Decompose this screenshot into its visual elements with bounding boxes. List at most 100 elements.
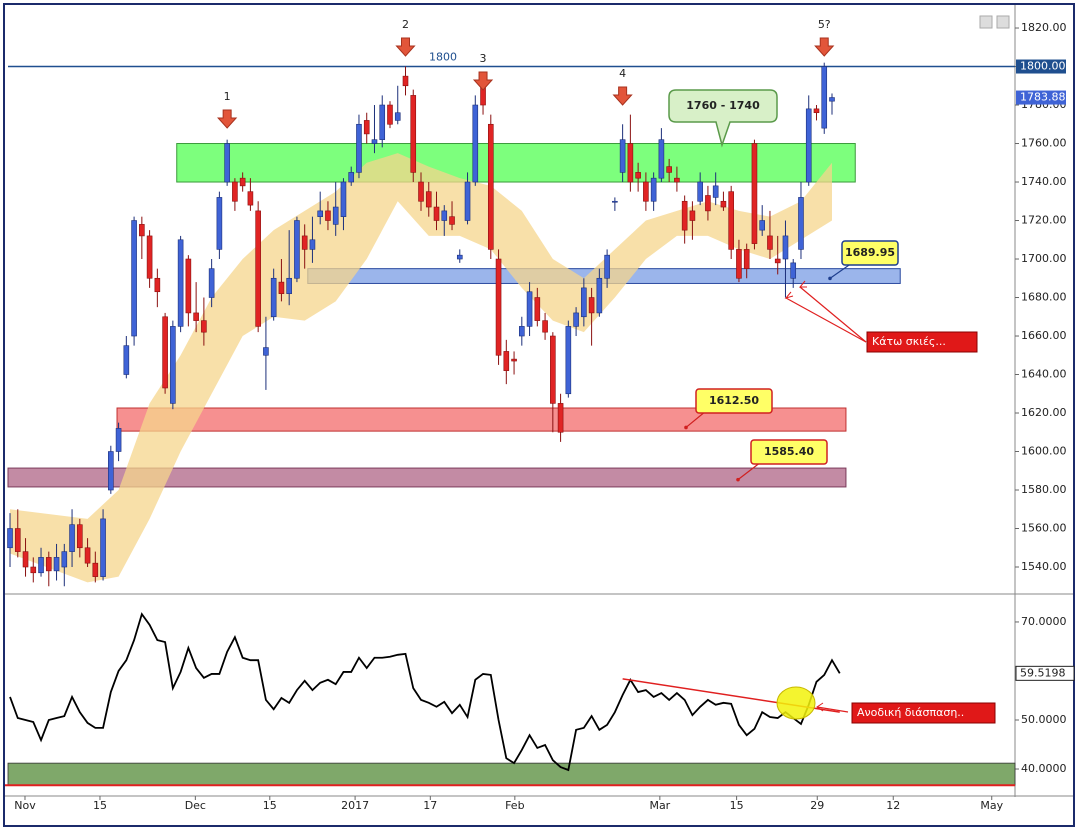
- candle-body: [7, 528, 13, 549]
- candle-body: [542, 320, 548, 333]
- candle-body: [790, 262, 797, 279]
- toolbar-icon[interactable]: [979, 15, 993, 29]
- candle-body: [829, 97, 835, 102]
- y-tick-label: 70.0000: [1021, 615, 1067, 628]
- wave-label: 2: [402, 18, 409, 31]
- candle-body: [108, 451, 114, 491]
- wave-label: 3: [480, 52, 487, 65]
- candle-body: [77, 524, 83, 549]
- x-tick-label: 15: [263, 799, 277, 812]
- level-badge-label: 1800.00: [1020, 60, 1066, 73]
- arrow-head: [816, 702, 824, 712]
- candle-body: [53, 557, 60, 572]
- candle-body: [728, 191, 734, 250]
- candle-body: [767, 235, 773, 250]
- candle-body: [208, 268, 215, 298]
- candle-body: [340, 181, 347, 217]
- toolbar-icon[interactable]: [996, 15, 1010, 29]
- arrow: [816, 706, 849, 713]
- candle-body: [596, 277, 603, 314]
- candle-body: [511, 358, 517, 362]
- candle-body: [170, 326, 176, 404]
- candle-body: [588, 297, 595, 314]
- candle-body: [519, 326, 525, 337]
- candle-body: [456, 254, 463, 260]
- level-badge: [1016, 59, 1066, 74]
- candle-body: [263, 347, 269, 356]
- candle-body: [751, 143, 758, 244]
- callout-value: 1612.50: [709, 394, 759, 407]
- callout-leader: [737, 461, 762, 481]
- callout-dot: [684, 425, 688, 430]
- y-tick-label: 1560.00: [1021, 522, 1067, 535]
- candle-body: [604, 254, 610, 279]
- candle-body: [433, 206, 440, 221]
- last-price-label: 1783.88: [1020, 91, 1066, 104]
- candle-body: [162, 316, 168, 389]
- zone: [116, 407, 847, 432]
- candle-body: [813, 108, 820, 114]
- candle-body: [224, 143, 230, 183]
- last-value-badge: [1015, 665, 1075, 681]
- candle-body: [185, 258, 192, 314]
- candle-body: [69, 524, 75, 552]
- x-tick-label: Nov: [14, 799, 36, 812]
- candle-body: [22, 551, 29, 568]
- x-tick-label: Mar: [649, 799, 670, 812]
- candle-body: [410, 95, 417, 173]
- candle-body: [658, 139, 665, 179]
- candle-body: [805, 108, 812, 183]
- y-tick-label: 1620.00: [1021, 406, 1067, 419]
- zone: [176, 143, 856, 183]
- callout-value: 1689.95: [845, 246, 895, 259]
- candle-body: [394, 112, 401, 121]
- candle-body: [131, 220, 137, 337]
- arrow-head: [784, 291, 794, 299]
- candle-body: [270, 277, 277, 318]
- candle-body: [146, 235, 153, 279]
- candle-body: [743, 249, 750, 269]
- candle-body: [317, 210, 323, 217]
- candle-body: [705, 195, 711, 212]
- candle-body: [487, 123, 494, 250]
- x-tick-label: 12: [886, 799, 900, 812]
- arrow: [785, 297, 867, 343]
- y-tick-label: 1640.00: [1021, 368, 1067, 381]
- callout-bubble: [668, 89, 778, 148]
- candle-body: [216, 197, 223, 250]
- callout-dot: [736, 477, 740, 482]
- callout-value: 1585.40: [764, 445, 814, 458]
- candle-body: [526, 291, 533, 327]
- y-tick-label: 1760.00: [1021, 137, 1067, 150]
- callout-box: [841, 240, 899, 266]
- candle-body: [418, 181, 424, 202]
- candle-body: [689, 210, 696, 221]
- candle-body: [643, 181, 649, 202]
- candle-body: [635, 172, 641, 179]
- x-tick-label: Feb: [505, 799, 524, 812]
- candle-body: [650, 177, 657, 202]
- candle-body: [782, 235, 789, 260]
- candle-body: [720, 200, 727, 208]
- y-tick-label: 1740.00: [1021, 175, 1067, 188]
- note-box: [851, 702, 996, 724]
- candle-body: [38, 557, 44, 574]
- x-tick-label: 15: [93, 799, 107, 812]
- x-tick-label: 29: [810, 799, 824, 812]
- candle-body: [100, 518, 106, 577]
- candle-body: [247, 191, 254, 206]
- candle-body: [193, 312, 199, 321]
- candle-body: [45, 557, 52, 572]
- candle-body: [139, 224, 145, 237]
- x-tick-label: Dec: [185, 799, 206, 812]
- callout-text: 1760 - 1740: [686, 99, 760, 112]
- candle-body: [402, 75, 409, 87]
- candle-body: [736, 249, 742, 279]
- candle-body: [619, 139, 626, 173]
- candle-body: [612, 200, 618, 203]
- last-value-label: 59.5198: [1020, 666, 1066, 679]
- candle-body: [534, 297, 541, 321]
- candle-body: [565, 326, 572, 395]
- candle-body: [774, 258, 781, 264]
- candle-body: [387, 104, 393, 125]
